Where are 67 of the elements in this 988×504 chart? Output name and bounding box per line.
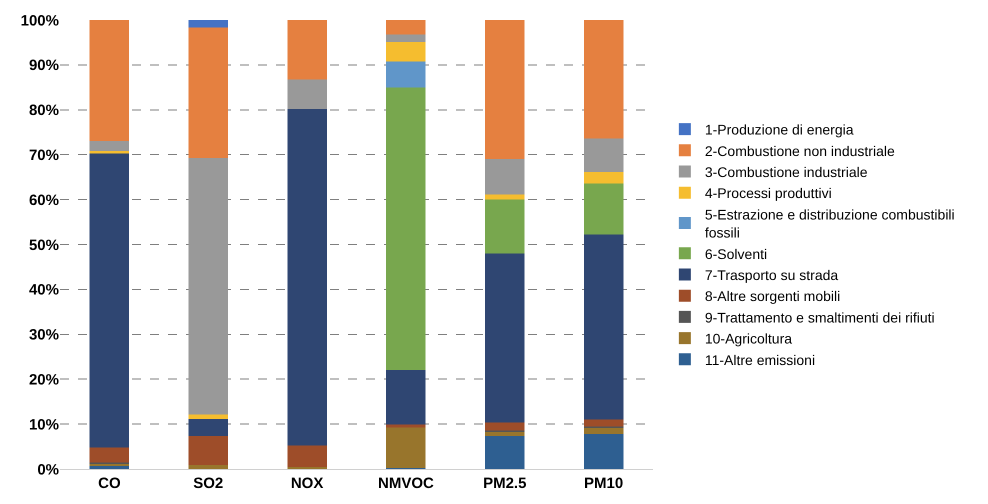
bar	[484, 436, 525, 469]
y-tick-label: 40%	[28, 282, 59, 299]
y-tick-label: 100%	[20, 12, 59, 30]
x-tick-label: SO2	[193, 475, 224, 492]
x-tick-label: NOX	[290, 475, 324, 492]
legend-label: 10-Agricoltura	[704, 330, 792, 347]
legend-label: 1-Produzione di energia	[704, 122, 854, 138]
y-tick-label: 0%	[37, 461, 59, 478]
y-tick-label: 50%	[28, 236, 59, 254]
bar	[484, 200, 525, 254]
legend-label: 3-Combustione industriale	[704, 164, 868, 180]
bar	[584, 138, 624, 172]
bar	[386, 428, 426, 468]
bar	[386, 20, 426, 34]
bar	[188, 20, 228, 28]
bar	[90, 153, 130, 448]
x-tick-label: PM10	[584, 475, 624, 492]
bar	[584, 434, 624, 469]
x-tick-label: NMVOC	[378, 475, 434, 492]
bar	[484, 194, 525, 200]
bar	[188, 28, 228, 158]
bar	[90, 466, 130, 469]
legend-label: 6-Solventi	[704, 246, 768, 262]
bar	[188, 419, 228, 436]
legend-label: 7-Trasporto su strada	[704, 266, 838, 283]
bar	[90, 141, 130, 152]
bar	[188, 436, 228, 465]
bar	[584, 234, 624, 420]
x-tick-label: PM2.5	[483, 475, 526, 492]
bar	[386, 424, 426, 428]
bar	[90, 447, 130, 462]
y-tick-label: 80%	[28, 102, 59, 120]
bar	[584, 183, 624, 235]
bar	[386, 34, 426, 42]
legend-label: 4-Processi produttivi	[704, 185, 832, 202]
bar	[584, 428, 624, 434]
bar	[287, 108, 327, 446]
legend-label: 2-Combustione non industriale	[704, 142, 895, 159]
bar	[386, 370, 426, 425]
bar	[386, 87, 426, 370]
x-tick-label: CO	[98, 475, 122, 492]
bar	[188, 464, 228, 469]
bar	[484, 253, 525, 422]
bar	[484, 159, 525, 195]
y-tick-label: 30%	[28, 326, 59, 344]
bar	[287, 446, 327, 468]
y-tick-label: 70%	[28, 146, 59, 164]
bar	[188, 158, 228, 415]
legend-label: 8-Altre sorgenti mobili	[704, 288, 840, 304]
y-tick-label: 10%	[28, 416, 59, 434]
legend-label: 9-Trattamento e smaltimenti dei rifiuti	[704, 309, 935, 326]
y-tick-label: 20%	[28, 371, 59, 388]
bar	[584, 20, 624, 139]
bar	[386, 42, 426, 62]
y-tick-label: 60%	[28, 192, 59, 209]
bar	[287, 20, 327, 80]
legend-label: 11-Altre emissioni	[704, 352, 816, 368]
bar	[584, 172, 624, 184]
bar	[90, 20, 130, 142]
bar	[287, 79, 327, 109]
y-tick-label: 90%	[28, 57, 59, 74]
bar	[584, 420, 624, 426]
bar	[484, 20, 525, 160]
legend-label: 5-Estrazione e distribuzione combustibili fossili	[704, 206, 955, 241]
bar	[484, 422, 525, 430]
bar	[188, 414, 228, 420]
bar	[386, 61, 426, 88]
